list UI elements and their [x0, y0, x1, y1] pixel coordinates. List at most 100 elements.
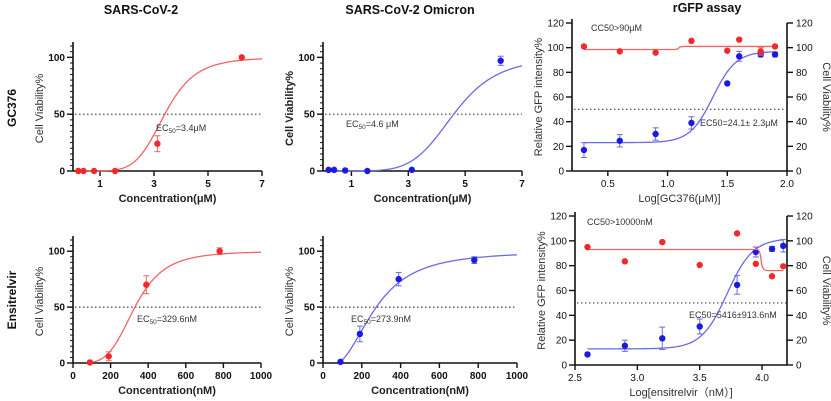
y-axis-label: Cell Viability% — [284, 71, 296, 146]
x-tick-label: 3 — [151, 179, 157, 190]
x-axis-label: Concentration(μM) — [119, 193, 217, 205]
x-tick-label: 5 — [205, 179, 211, 190]
y-tick-label: 80 — [553, 68, 565, 79]
x-tick-label: 7 — [259, 179, 265, 190]
x-tick-label: 1000 — [250, 371, 273, 382]
data-point — [752, 260, 760, 268]
ec50-annotation: EC50=4.6 μM — [346, 119, 399, 131]
data-point — [105, 353, 112, 360]
x-tick-label: 800 — [470, 371, 487, 382]
chart-gc376-rgfp: 0 0 20 20 40 40 60 60 80 80 100 100 120 120 0.5 1.0 1.5 2… — [533, 19, 831, 206]
y-axis-right-label: Cell Viability% — [820, 256, 831, 326]
data-point — [143, 281, 150, 288]
data-point — [154, 140, 161, 147]
data-point — [616, 48, 623, 55]
y-right-tick-label: 40 — [796, 117, 808, 128]
y-right-tick-label: 80 — [796, 261, 808, 272]
x-tick-label: 1000 — [506, 371, 529, 382]
y-axis-label: Relative GFP intensity% — [533, 38, 545, 157]
y-tick-label: 100 — [48, 53, 65, 64]
data-point — [768, 245, 776, 253]
y-tick-label: 50 — [54, 303, 66, 314]
data-point — [75, 167, 82, 175]
y-axis-label: Cell Viability% — [284, 267, 296, 337]
data-point — [408, 166, 416, 174]
y-tick-label: 100 — [48, 247, 65, 258]
y-axis-right-label: Cell Viability% — [820, 62, 831, 132]
data-point — [757, 48, 764, 55]
x-tick-label: 800 — [215, 371, 232, 382]
data-point — [696, 323, 703, 330]
y-right-tick-label: 100 — [796, 43, 813, 54]
data-point — [768, 273, 776, 280]
y-tick-label: 40 — [553, 117, 565, 128]
x-axis-label: Concentration(nM) — [118, 385, 216, 397]
fit-curve-cell-viability- — [340, 254, 518, 363]
data-point — [580, 146, 588, 154]
y-tick-label: 0 — [561, 361, 567, 372]
fit-curve-cell-viability- — [587, 248, 784, 272]
cc50-annotation: CC50>90μM — [591, 23, 642, 33]
data-point — [80, 167, 87, 175]
y-right-tick-label: 20 — [796, 142, 808, 153]
data-point — [724, 47, 731, 54]
x-axis-label: Log[GC376(μM)] — [638, 193, 720, 205]
data-point — [238, 54, 245, 61]
y-tick-label: 80 — [556, 261, 568, 272]
ec50-annotation: EC50=24.1± 2.3μM — [700, 118, 778, 128]
data-point — [780, 263, 787, 270]
y-tick-label: 0 — [59, 167, 65, 178]
y-right-tick-label: 0 — [796, 167, 802, 178]
data-point — [752, 248, 760, 256]
row-label-gc376: GC376 — [5, 89, 19, 127]
chart-ensitrelvir-rgfp: 0 0 20 20 40 40 60 60 80 80 100 100 120 120 2.5 3.0 3.5 4… — [536, 212, 831, 400]
data-point — [659, 335, 666, 342]
x-axis-label: Concentration(nM) — [371, 385, 469, 397]
x-axis-label: Log[ensitrelvir（nM）] — [629, 386, 732, 399]
x-tick-label: 1.5 — [720, 179, 734, 190]
data-point — [733, 281, 741, 289]
fit-curve-relative-gfp-intensity- — [587, 239, 784, 350]
chart-gc376-sarscov2: 0 50 100 1 3 5 7 Concentration(μM) Cell Viabilit… — [34, 42, 265, 205]
data-point — [688, 119, 695, 127]
fit-curve-relative-gfp-intensity- — [583, 51, 776, 144]
y-tick-label: 60 — [553, 93, 565, 104]
data-point — [688, 37, 695, 45]
x-tick-label: 7 — [519, 179, 525, 190]
x-tick-label: 1.0 — [661, 179, 675, 190]
y-axis-label: Cell Viability% — [34, 74, 46, 144]
y-tick-label: 100 — [547, 43, 564, 54]
y-right-tick-label: 20 — [796, 336, 808, 347]
fit-curve-cell-viability- — [89, 251, 262, 364]
chart-gc376-omicron: 0 50 100 1 3 5 7 Concentration(μM) Cell Viabilit… — [284, 42, 525, 205]
y-tick-label: 120 — [550, 212, 567, 223]
x-axis-label: Concentration(μM) — [374, 193, 472, 205]
y-tick-label: 100 — [550, 236, 567, 247]
data-point — [86, 359, 94, 366]
data-point — [216, 247, 223, 255]
y-right-tick-label: 0 — [796, 361, 802, 372]
x-tick-label: 2.0 — [780, 179, 794, 190]
y-tick-label: 50 — [54, 110, 66, 121]
data-point — [471, 256, 478, 264]
y-tick-label: 0 — [309, 167, 315, 178]
data-point — [736, 36, 743, 43]
x-tick-label: 4.0 — [755, 373, 769, 384]
data-point — [497, 57, 504, 64]
y-tick-label: 0 — [59, 359, 65, 370]
data-point — [724, 80, 731, 87]
y-tick-label: 40 — [556, 311, 568, 322]
x-tick-label: 2.5 — [568, 373, 582, 384]
y-right-tick-label: 100 — [796, 236, 813, 247]
data-point — [341, 167, 349, 174]
y-tick-label: 0 — [558, 167, 564, 178]
data-point — [659, 238, 666, 246]
y-axis-label: Relative GFP intensity% — [536, 231, 548, 350]
column-title-sars-cov-2-omicron: SARS-CoV-2 Omicron — [345, 3, 474, 17]
x-tick-label: 400 — [392, 371, 409, 382]
x-tick-label: 1 — [349, 179, 355, 190]
x-tick-label: 400 — [140, 371, 157, 382]
data-point — [337, 358, 344, 366]
y-tick-label: 0 — [309, 359, 315, 370]
